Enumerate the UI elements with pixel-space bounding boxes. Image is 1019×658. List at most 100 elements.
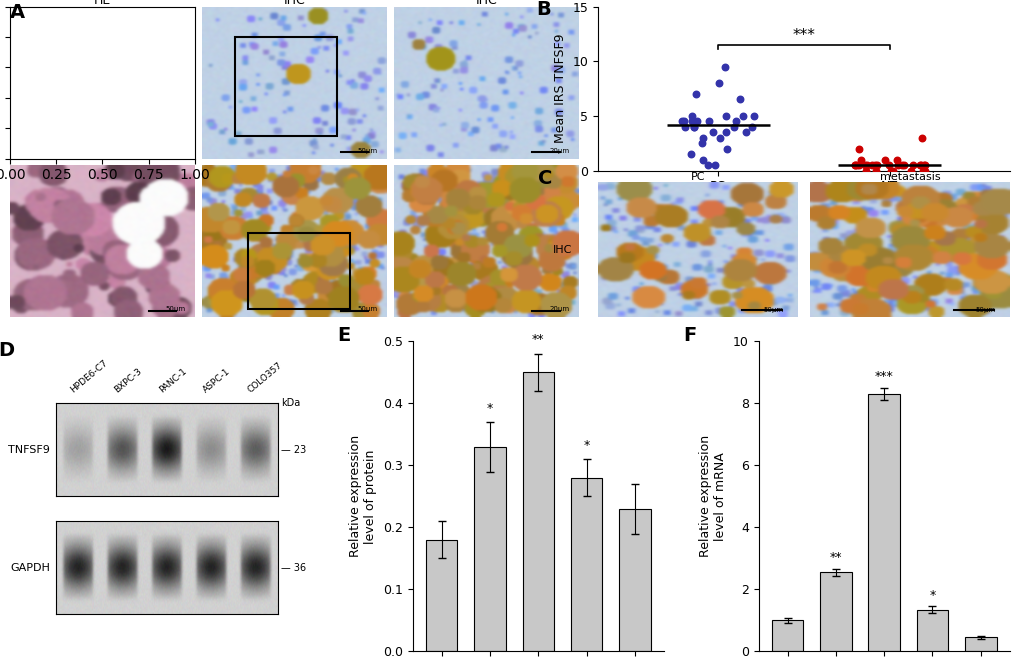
Point (704, 127, 720, 138)
Text: kDa: kDa (281, 398, 301, 409)
Text: B: B (536, 0, 550, 19)
Title: IHC: IHC (475, 0, 496, 7)
Point (710, 78, 727, 88)
Point (866, 160, 882, 170)
Point (676, 122, 692, 132)
Bar (916, 609, 948, 651)
Point (846, 160, 862, 170)
Point (744, 122, 760, 132)
Point (884, 165, 901, 176)
Point (916, 165, 932, 176)
Point (731, 94, 747, 105)
Point (699, 160, 715, 170)
Bar (771, 620, 802, 651)
Bar (426, 540, 457, 651)
Point (858, 160, 874, 170)
Point (727, 116, 743, 126)
Point (688, 116, 704, 126)
Point (706, 160, 722, 170)
Text: A: A (10, 3, 25, 22)
Bar (867, 394, 899, 651)
Point (902, 165, 918, 176)
Text: 50µm: 50µm (357, 306, 377, 312)
Point (889, 160, 905, 170)
Point (847, 160, 863, 170)
Point (911, 160, 927, 170)
Point (676, 116, 692, 126)
Point (717, 127, 734, 138)
Bar (571, 478, 602, 651)
Point (686, 122, 702, 132)
Text: GAPDH: GAPDH (10, 563, 50, 572)
Point (717, 143, 734, 154)
Text: **: ** (532, 334, 544, 346)
Point (711, 132, 728, 143)
Title: HE: HE (94, 0, 111, 7)
Point (695, 132, 711, 143)
Text: C: C (538, 169, 552, 188)
Point (916, 160, 932, 170)
Point (674, 116, 690, 126)
Y-axis label: Mean IRS TNFSF9: Mean IRS TNFSF9 (553, 34, 567, 143)
Bar (235, 37, 336, 136)
Text: *: * (486, 401, 493, 415)
Point (726, 122, 742, 132)
Point (745, 111, 761, 121)
Bar (522, 372, 553, 651)
Text: ASPC-1: ASPC-1 (202, 367, 232, 394)
Text: COLO357: COLO357 (246, 360, 284, 394)
Point (862, 160, 878, 170)
Text: — 36: — 36 (281, 563, 306, 572)
Text: 20µm: 20µm (548, 148, 569, 154)
Point (700, 116, 716, 126)
Text: F: F (683, 326, 696, 345)
Point (850, 143, 866, 154)
Text: HPDE6-C7: HPDE6-C7 (68, 358, 109, 394)
Y-axis label: Relative expression
level of mRNA: Relative expression level of mRNA (699, 436, 727, 557)
Point (867, 160, 883, 170)
Point (889, 155, 905, 165)
Point (914, 165, 930, 176)
Text: 20µm: 20µm (548, 306, 569, 312)
Point (686, 122, 702, 132)
Point (915, 160, 931, 170)
Point (852, 155, 868, 165)
Text: IHC: IHC (552, 245, 572, 255)
Point (694, 138, 710, 149)
Text: 50µm: 50µm (763, 307, 784, 313)
Point (856, 160, 872, 170)
Point (735, 111, 751, 121)
Title: metastasis: metastasis (878, 172, 940, 182)
Point (912, 160, 928, 170)
Point (684, 116, 700, 126)
Text: BXPC-3: BXPC-3 (113, 366, 144, 394)
Point (716, 111, 733, 121)
Point (687, 89, 703, 99)
Text: TNFSF9: TNFSF9 (8, 445, 50, 455)
Text: E: E (337, 326, 351, 345)
Point (694, 155, 710, 165)
Y-axis label: Relative expression
level of protein: Relative expression level of protein (350, 436, 377, 557)
Point (882, 165, 899, 176)
Bar (248, 233, 350, 309)
Text: *: * (583, 439, 589, 452)
Point (876, 155, 893, 165)
Title: IHC: IHC (283, 0, 305, 7)
Point (880, 160, 897, 170)
Text: D: D (0, 342, 14, 361)
Bar (474, 447, 505, 651)
Point (866, 165, 882, 176)
Point (716, 61, 733, 72)
Text: **: ** (828, 551, 842, 564)
Point (682, 149, 698, 159)
Text: — 23: — 23 (281, 445, 306, 455)
Text: 50µm: 50µm (165, 306, 185, 312)
Point (893, 160, 909, 170)
Text: 50µm: 50µm (357, 148, 377, 154)
Point (848, 160, 864, 170)
Point (737, 127, 753, 138)
Text: 50µm: 50µm (975, 307, 995, 313)
Point (684, 111, 700, 121)
Text: PANC-1: PANC-1 (157, 366, 189, 394)
Point (857, 165, 873, 176)
